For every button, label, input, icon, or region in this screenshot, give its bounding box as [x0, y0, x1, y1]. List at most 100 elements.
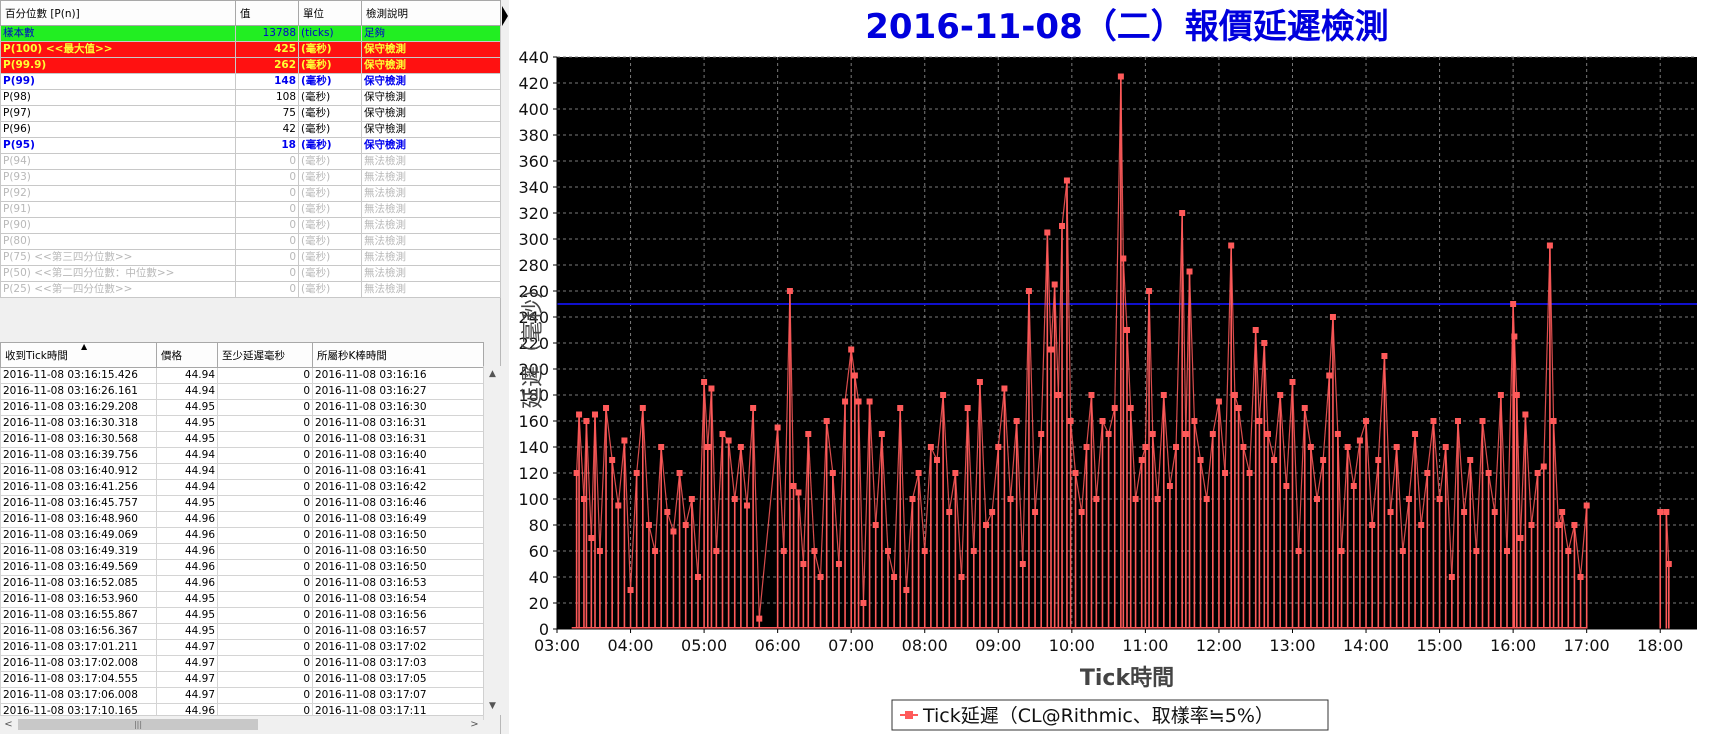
data-point: [603, 405, 610, 411]
panel-splitter[interactable]: [501, 0, 509, 734]
percentile-note: 無法檢測: [361, 201, 501, 218]
series-segment: [1337, 433, 1343, 552]
data-point: [1491, 509, 1498, 515]
tick-row[interactable]: 2016-11-08 03:17:06.008 44.97 0 2016-11-08 …: [0, 687, 484, 704]
percentile-row[interactable]: P(93) 0 (毫秒) 無法檢測: [0, 169, 501, 186]
tick-price: 44.97: [156, 639, 218, 656]
tick-row[interactable]: 2016-11-08 03:16:56.367 44.95 0 2016-11-08 …: [0, 623, 484, 640]
percentile-row[interactable]: P(94) 0 (毫秒) 無法檢測: [0, 153, 501, 170]
data-point: [1387, 509, 1394, 515]
tick-row[interactable]: 2016-11-08 03:16:49.069 44.96 0 2016-11-08 …: [0, 527, 484, 544]
tick-row[interactable]: 2016-11-08 03:16:29.208 44.95 0 2016-11-08 …: [0, 399, 484, 416]
tick-bar-time: 2016-11-08 03:16:50: [312, 559, 484, 576]
percentile-row[interactable]: P(98) 108 (毫秒) 保守檢測: [0, 89, 501, 106]
tick-price: 44.94: [156, 383, 218, 400]
tick-row[interactable]: 2016-11-08 03:16:53.960 44.95 0 2016-11-08 …: [0, 591, 484, 608]
series-segment: [1108, 407, 1116, 435]
series-segment: [911, 472, 920, 500]
y-axis-label: 延遲（毫秒）: [521, 277, 546, 409]
percentile-row[interactable]: P(97) 75 (毫秒) 保守檢測: [0, 105, 501, 122]
y-tick-label: 180: [518, 386, 549, 405]
tick-row[interactable]: 2016-11-08 03:16:52.085 44.96 0 2016-11-08 …: [0, 575, 484, 592]
tick-row[interactable]: 2016-11-08 03:16:45.757 44.95 0 2016-11-08 …: [0, 495, 484, 512]
tick-row[interactable]: 2016-11-08 03:16:30.318 44.95 0 2016-11-08 …: [0, 415, 484, 432]
percentile-label: P(92): [0, 185, 236, 202]
series-segment: [887, 550, 895, 578]
tick-header-3[interactable]: 所屬秒K棒時間: [312, 342, 484, 368]
percentile-row[interactable]: P(91) 0 (毫秒) 無法檢測: [0, 201, 501, 218]
tick-time: 2016-11-08 03:16:49.319: [0, 543, 157, 560]
tick-row[interactable]: 2016-11-08 03:16:26.161 44.94 0 2016-11-08 …: [0, 383, 484, 400]
percentile-header-0[interactable]: 百分位數 [P(n)]: [0, 0, 236, 26]
percentile-header-3[interactable]: 檢測說明: [361, 0, 501, 26]
tick-row[interactable]: 2016-11-08 03:16:49.319 44.96 0 2016-11-08 …: [0, 543, 484, 560]
percentile-row[interactable]: P(50) <<第二四分位數：中位數>> 0 (毫秒) 無法檢測: [0, 265, 501, 282]
tick-row[interactable]: 2016-11-08 03:16:15.426 44.94 0 2016-11-08 …: [0, 367, 484, 384]
tick-bar-time: 2016-11-08 03:16:54: [312, 591, 484, 608]
tick-table-vertical-scrollbar[interactable]: ▲ ▼: [483, 366, 501, 715]
tick-row[interactable]: 2016-11-08 03:16:49.569 44.96 0 2016-11-08 …: [0, 559, 484, 576]
data-point: [860, 600, 867, 606]
percentile-header-1[interactable]: 值: [235, 0, 299, 26]
data-point: [805, 431, 812, 437]
data-point: [1314, 496, 1320, 502]
data-point: [1019, 561, 1026, 567]
percentile-row[interactable]: P(99) 148 (毫秒) 保守檢測: [0, 73, 501, 90]
percentile-row[interactable]: P(95) 18 (毫秒) 保守檢測: [0, 137, 501, 154]
tick-delay: 0: [217, 591, 313, 608]
series-segment: [642, 407, 650, 526]
percentile-value: 42: [235, 121, 299, 138]
data-point: [1485, 470, 1492, 476]
tick-row[interactable]: 2016-11-08 03:16:30.568 44.95 0 2016-11-08 …: [0, 431, 484, 448]
scroll-up-icon[interactable]: ▲: [489, 369, 496, 379]
y-tick-label: 280: [518, 256, 549, 275]
tick-row[interactable]: 2016-11-08 03:17:04.555 44.97 0 2016-11-08 …: [0, 671, 484, 688]
series-segment: [1066, 180, 1072, 422]
tick-header-1[interactable]: 價格: [156, 342, 218, 368]
percentile-value: 0: [235, 249, 299, 266]
percentile-row[interactable]: 樣本數 13788 (ticks) 足夠: [0, 25, 501, 42]
percentile-note: 無法檢測: [361, 153, 501, 170]
series-segment: [1500, 394, 1508, 552]
tick-bar-time: 2016-11-08 03:16:50: [312, 527, 484, 544]
data-point: [1277, 392, 1284, 398]
percentile-header-2[interactable]: 單位: [298, 0, 362, 26]
tick-row[interactable]: 2016-11-08 03:16:40.912 44.94 0 2016-11-08 …: [0, 463, 484, 480]
tick-row[interactable]: 2016-11-08 03:16:48.960 44.96 0 2016-11-08 …: [0, 511, 484, 528]
percentile-label: P(93): [0, 169, 236, 186]
percentile-row[interactable]: P(92) 0 (毫秒) 無法檢測: [0, 185, 501, 202]
scroll-down-icon[interactable]: ▼: [489, 701, 496, 711]
scroll-left-icon[interactable]: <: [4, 719, 13, 730]
collapse-arrow-icon[interactable]: [502, 6, 508, 26]
data-point: [1363, 418, 1370, 424]
percentile-row[interactable]: P(75) <<第三四分位數>> 0 (毫秒) 無法檢測: [0, 249, 501, 266]
data-point: [1051, 281, 1058, 288]
data-point: [1511, 333, 1518, 340]
percentile-row[interactable]: P(99.9) 262 (毫秒) 保守檢測: [0, 57, 501, 74]
tick-header-2[interactable]: 至少延遲毫秒: [217, 342, 313, 368]
data-point: [583, 418, 590, 424]
data-point: [1001, 385, 1008, 392]
percentile-row[interactable]: P(100) <<最大值>> 425 (毫秒) 保守檢測: [0, 41, 501, 58]
percentile-row[interactable]: P(25) <<第一四分位數>> 0 (毫秒) 無法檢測: [0, 281, 501, 298]
tick-time: 2016-11-08 03:16:56.367: [0, 623, 157, 640]
tick-row[interactable]: 2016-11-08 03:17:02.008 44.97 0 2016-11-08 …: [0, 655, 484, 672]
data-point: [855, 398, 862, 405]
tick-row[interactable]: 2016-11-08 03:16:39.756 44.94 0 2016-11-08 …: [0, 447, 484, 464]
percentile-row[interactable]: P(90) 0 (毫秒) 無法檢測: [0, 217, 501, 234]
scroll-right-icon[interactable]: >: [470, 719, 479, 730]
tick-price: 44.96: [156, 559, 218, 576]
percentile-label: P(94): [0, 153, 236, 170]
horizontal-scroll-thumb[interactable]: |||: [18, 719, 258, 730]
percentile-row[interactable]: P(80) 0 (毫秒) 無法檢測: [0, 233, 501, 250]
percentile-row[interactable]: P(96) 42 (毫秒) 保守檢測: [0, 121, 501, 138]
tick-header-0[interactable]: 收到Tick時間 ▲: [0, 342, 157, 368]
series-segment: [672, 472, 681, 532]
series-segment: [1285, 381, 1294, 487]
tick-row[interactable]: 2016-11-08 03:16:41.256 44.94 0 2016-11-08 …: [0, 479, 484, 496]
tick-table-horizontal-scrollbar[interactable]: < ||| >: [0, 715, 483, 734]
tick-row[interactable]: 2016-11-08 03:16:55.867 44.95 0 2016-11-08 …: [0, 607, 484, 624]
data-point: [1271, 457, 1278, 463]
tick-row[interactable]: 2016-11-08 03:17:01.211 44.97 0 2016-11-08 …: [0, 639, 484, 656]
series-segment: [1237, 407, 1245, 448]
